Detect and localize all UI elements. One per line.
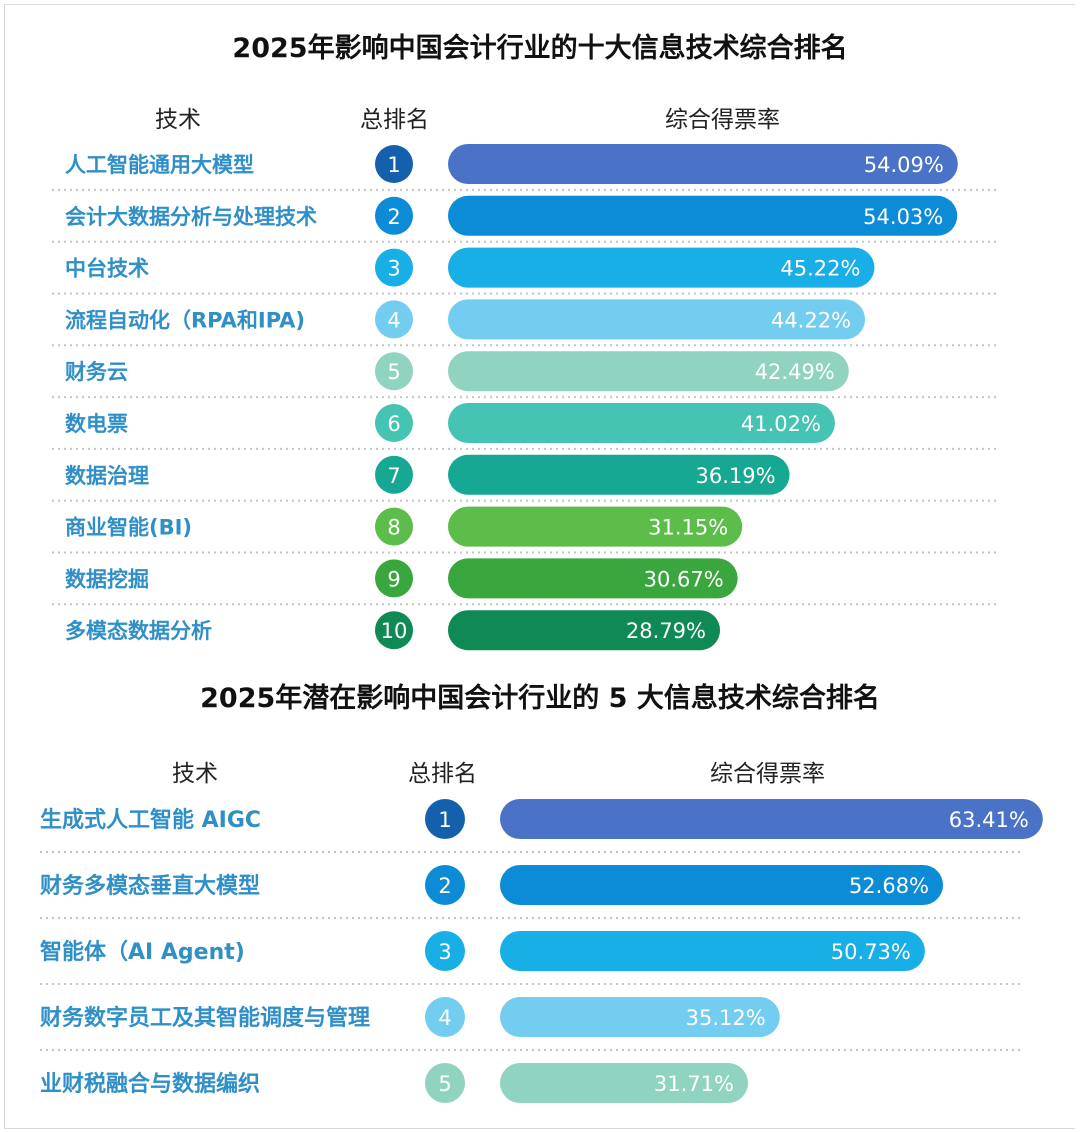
rank-number: 5 <box>387 360 400 384</box>
bar <box>448 144 958 184</box>
tech-label: 会计大数据分析与处理技术 <box>65 205 317 229</box>
value-label: 63.41% <box>949 808 1029 832</box>
tech-label: 流程自动化（RPA和IPA) <box>65 308 305 332</box>
chart-title: 2025年潜在影响中国会计行业的 5 大信息技术综合排名 <box>200 683 880 714</box>
tech-label: 生成式人工智能 AIGC <box>40 807 261 833</box>
value-label: 31.71% <box>654 1072 734 1096</box>
value-label: 44.22% <box>771 308 851 332</box>
rank-number: 10 <box>381 619 408 643</box>
header-tech: 技术 <box>155 107 201 133</box>
bar <box>500 997 780 1037</box>
value-label: 31.15% <box>648 516 728 540</box>
value-label: 35.12% <box>686 1006 766 1030</box>
rank-badge <box>375 404 413 442</box>
bar <box>500 931 925 971</box>
top-ten-ranking-panel: 2025年影响中国会计行业的十大信息技术综合排名 技术 总排名 综合得票率 人工… <box>4 4 1075 661</box>
rank-badge <box>425 799 465 839</box>
value-label: 54.03% <box>863 205 943 229</box>
bar <box>448 558 738 599</box>
rank-badge <box>375 611 413 650</box>
value-label: 50.73% <box>831 940 911 964</box>
bar <box>448 403 835 443</box>
tech-label: 人工智能通用大模型 <box>65 153 254 177</box>
rank-badge <box>375 559 413 598</box>
tech-label: 中台技术 <box>65 257 149 281</box>
value-label: 54.09% <box>864 153 944 177</box>
chart-title: 2025年影响中国会计行业的十大信息技术综合排名 <box>232 33 848 64</box>
header-rank: 总排名 <box>360 107 429 133</box>
bar <box>448 195 958 236</box>
header-rate: 综合得票率 <box>665 107 780 133</box>
rank-number: 8 <box>387 516 400 540</box>
value-label: 42.49% <box>755 360 835 384</box>
tech-label: 数据挖掘 <box>65 567 149 591</box>
value-label: 52.68% <box>849 874 929 898</box>
bar <box>448 454 790 495</box>
bar <box>500 1063 748 1103</box>
rank-number: 4 <box>387 308 400 332</box>
tech-label: 财务数字员工及其智能调度与管理 <box>40 1005 370 1031</box>
rank-number: 3 <box>438 940 451 964</box>
rank-number: 2 <box>438 874 451 898</box>
rank-badge <box>375 248 413 287</box>
tech-label: 智能体（AI Agent) <box>40 939 245 965</box>
value-label: 36.19% <box>695 464 775 488</box>
top-five-potential-panel: 2025年潜在影响中国会计行业的 5 大信息技术综合排名 技术 总排名 综合得票… <box>0 660 1080 1132</box>
rank-number: 6 <box>387 412 400 436</box>
tech-label: 商业智能(BI) <box>65 516 192 540</box>
bar <box>448 610 720 651</box>
header-rate: 综合得票率 <box>710 761 825 787</box>
rank-number: 1 <box>438 808 451 832</box>
value-label: 30.67% <box>644 567 724 591</box>
header-tech: 技术 <box>172 761 218 787</box>
bar <box>448 351 849 392</box>
ranking-bar-chart: 人工智能通用大模型 1 54.09% 会计大数据分析与处理技术 2 54.03% 中台技术 3… <box>52 144 1000 651</box>
rank-number: 5 <box>438 1072 451 1096</box>
tech-label: 数据治理 <box>65 464 149 488</box>
rank-badge <box>375 145 413 183</box>
rank-number: 4 <box>438 1006 451 1030</box>
value-label: 28.79% <box>626 619 706 643</box>
bar <box>500 865 944 905</box>
panel-frame <box>4 4 1075 661</box>
panel-frame <box>4 660 1075 1129</box>
rank-badge <box>375 196 413 235</box>
bar <box>448 247 875 288</box>
value-label: 45.22% <box>780 257 860 281</box>
rank-number: 2 <box>387 205 400 229</box>
bar <box>448 299 866 340</box>
tech-label: 多模态数据分析 <box>65 619 212 643</box>
bar <box>448 506 743 547</box>
header-rank: 总排名 <box>408 761 477 787</box>
tech-label: 业财税融合与数据编织 <box>40 1071 260 1097</box>
rank-badge <box>375 352 413 391</box>
rank-number: 1 <box>387 153 400 177</box>
rank-badge <box>425 865 465 905</box>
rank-number: 7 <box>387 464 400 488</box>
rank-badge <box>375 300 413 339</box>
rank-number: 9 <box>387 567 400 591</box>
rank-badge <box>425 1063 465 1103</box>
tech-label: 财务云 <box>65 360 128 384</box>
rank-badge <box>425 931 465 971</box>
tech-label: 数电票 <box>65 412 128 436</box>
value-label: 41.02% <box>741 412 821 436</box>
tech-label: 财务多模态垂直大模型 <box>40 873 260 899</box>
rank-number: 3 <box>387 257 400 281</box>
rank-badge <box>375 455 413 494</box>
rank-badge <box>425 997 465 1037</box>
ranking-bar-chart: 生成式人工智能 AIGC 1 63.41% 财务多模态垂直大模型 2 52.68% 智能体（… <box>40 799 1043 1103</box>
rank-badge <box>375 507 413 546</box>
bar <box>500 799 1043 839</box>
